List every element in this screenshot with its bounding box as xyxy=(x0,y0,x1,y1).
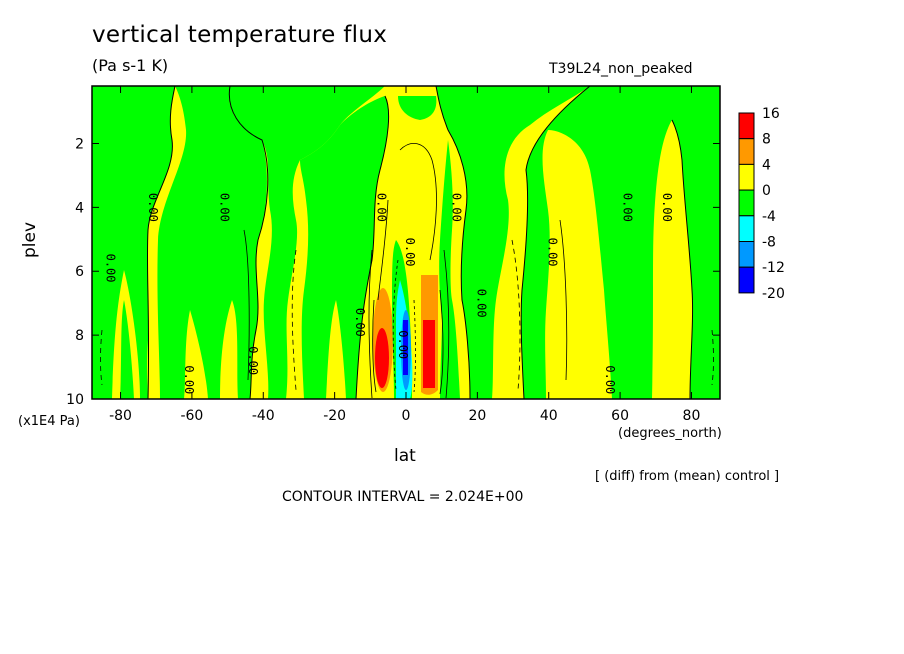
contour-label: 0.00 xyxy=(546,238,560,267)
x-tick-label: 60 xyxy=(611,408,629,424)
field-negative-region xyxy=(439,140,460,399)
y-tick-label: 6 xyxy=(75,264,84,280)
contour-line xyxy=(377,199,389,301)
colorbar-label: 0 xyxy=(762,183,771,199)
field-negative-region xyxy=(436,86,590,399)
contour-label: 0.00 xyxy=(182,365,196,394)
colorbar-swatch xyxy=(738,138,755,165)
contour-zero-line xyxy=(435,86,471,399)
colorbar-swatch xyxy=(738,215,755,243)
contour-line xyxy=(392,259,399,391)
contour-zero-line xyxy=(146,86,176,399)
y-axis-unit: (x1E4 Pa) xyxy=(18,414,80,429)
colorbar-label: 8 xyxy=(762,132,771,148)
chart-units: (Pa s-1 K) xyxy=(92,56,169,75)
x-tick-label: -60 xyxy=(180,408,203,424)
contour-label: 0.00 xyxy=(396,330,410,359)
contour-label: 0.00 xyxy=(403,238,417,267)
colorbar-swatch xyxy=(738,112,755,140)
field-negative-region xyxy=(120,300,134,399)
colorbar-swatch xyxy=(738,163,755,191)
y-tick-label: 4 xyxy=(75,200,84,216)
contour-line xyxy=(372,299,377,393)
field-yellow-gap xyxy=(413,265,421,399)
diff-note: [ (diff) from (mean) control ] xyxy=(595,469,780,484)
field-red-east xyxy=(423,320,435,388)
field-negative-region xyxy=(398,96,437,120)
x-axis-unit: (degrees_north) xyxy=(618,426,722,441)
contour-line xyxy=(413,299,416,393)
contour-label: 0.00 xyxy=(374,193,388,222)
contour-line xyxy=(243,229,250,381)
field-negative-region xyxy=(157,86,267,399)
field-red-west xyxy=(375,328,389,388)
experiment-label: T39L24_non_peaked xyxy=(549,61,693,77)
field-negative-region xyxy=(300,96,389,399)
contour-label: 0.00 xyxy=(246,346,260,375)
chart-title: vertical temperature flux xyxy=(92,22,388,48)
contour-label: 0.00 xyxy=(660,193,674,222)
field-negative-region xyxy=(229,86,385,399)
x-axis-label: lat xyxy=(394,446,416,466)
contour-labels: 0.00 0.00 0.00 0.00 0.00 0.00 0.00 0.00 0.00 0.00… xyxy=(103,193,674,394)
contour-zero-line xyxy=(355,95,390,399)
contour-field xyxy=(92,86,720,399)
y-tick-label: 8 xyxy=(75,328,84,344)
contour-label: 0.00 xyxy=(353,308,367,337)
colorbar-label: -12 xyxy=(762,260,785,276)
contour-label: 0.00 xyxy=(449,193,463,222)
colorbar-label: 4 xyxy=(762,157,771,173)
colorbar-swatch xyxy=(738,189,755,217)
x-tick-label: 0 xyxy=(402,408,411,424)
contour-line xyxy=(291,249,297,391)
y-axis: 2 4 6 8 10 xyxy=(66,136,720,408)
y-tick-label: 10 xyxy=(66,392,84,408)
colorbar-label: 16 xyxy=(762,106,780,122)
x-tick-label: 80 xyxy=(683,408,701,424)
contour-line xyxy=(399,143,437,261)
colorbar-label: -8 xyxy=(762,235,776,251)
contour-zero-line xyxy=(671,119,694,399)
x-tick-label: -40 xyxy=(252,408,275,424)
contour-label: 0.00 xyxy=(146,193,160,222)
x-tick-label: 40 xyxy=(540,408,558,424)
contour-label: 0.00 xyxy=(621,193,635,222)
contour-zero-line xyxy=(228,86,269,399)
contour-line xyxy=(100,329,103,386)
x-axis: -80 -60 -40 -20 0 20 40 60 80 xyxy=(109,86,700,424)
contour-label: 0.00 xyxy=(103,254,117,283)
contour-line xyxy=(559,219,568,381)
field-negative-region xyxy=(521,86,720,399)
colorbar-label: -4 xyxy=(762,209,776,225)
x-tick-label: -20 xyxy=(323,408,346,424)
contour-interval: CONTOUR INTERVAL = 2.024E+00 xyxy=(282,489,524,505)
x-tick-label: -80 xyxy=(109,408,132,424)
colorbar-label: -20 xyxy=(762,286,785,302)
contour-line xyxy=(711,329,714,386)
x-tick-label: 20 xyxy=(468,408,486,424)
contour-label: 0.00 xyxy=(603,365,617,394)
contour-label: 0.00 xyxy=(217,193,231,222)
y-tick-label: 2 xyxy=(75,136,84,152)
colorbar: 16 8 4 0 -4 -8 -12 -20 xyxy=(738,106,785,302)
field-negative-region xyxy=(698,330,712,399)
field-deep-blue-core xyxy=(403,320,408,375)
colorbar-swatch xyxy=(738,266,755,294)
contour-zero-line xyxy=(520,86,591,399)
contour-line xyxy=(443,249,450,399)
contour-line xyxy=(439,289,444,395)
contour-label: 0.00 xyxy=(474,289,488,318)
field-negative-region xyxy=(92,86,175,399)
colorbar-swatch xyxy=(738,241,755,268)
